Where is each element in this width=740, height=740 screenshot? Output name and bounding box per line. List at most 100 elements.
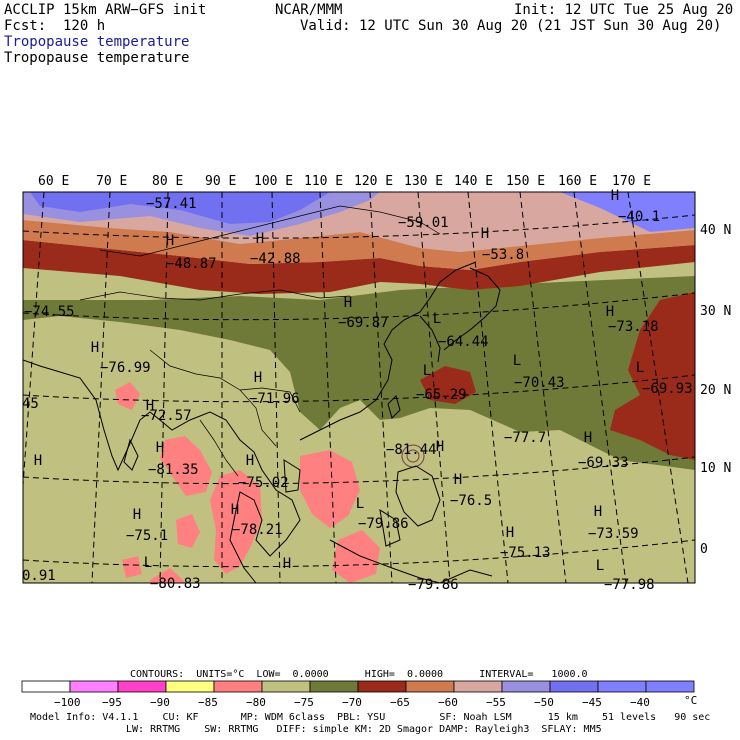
lat-label: 0 <box>700 542 708 557</box>
color-bar-swatch <box>213 680 263 693</box>
high-marker: H <box>344 295 352 311</box>
extremum-value: −64.44 <box>438 334 489 350</box>
extremum-value: −53.8 <box>482 247 524 263</box>
extremum-value: −77.98 <box>604 577 655 593</box>
low-marker: L <box>423 363 431 379</box>
extremum-value: −81.35 <box>148 462 199 478</box>
high-marker: H <box>166 233 174 249</box>
color-bar-unit: °C <box>684 694 698 707</box>
map-frame <box>22 191 696 584</box>
extremum-value: −71.96 <box>249 391 300 407</box>
high-marker: H <box>146 398 154 414</box>
high-marker: H <box>246 453 254 469</box>
lon-label: 130 E <box>404 174 443 189</box>
low-marker: L <box>596 558 604 574</box>
high-marker: H <box>156 440 164 456</box>
high-marker: H <box>254 370 262 386</box>
field-title-shaded: Tropopause temperature <box>4 34 190 50</box>
color-bar-swatch <box>405 680 455 693</box>
lon-label: 170 E <box>612 174 651 189</box>
model-title: ACCLIP 15km ARW−GFS init <box>4 2 207 18</box>
cyclone-ring <box>406 449 420 463</box>
color-bar-tick-label: −85 <box>198 696 218 709</box>
extremum-value: −48.87 <box>166 256 217 272</box>
field-band-minus70 <box>23 276 695 470</box>
field-patches-minus80 <box>115 382 380 583</box>
valid-time: Valid: 12 UTC Sun 30 Aug 20 (21 JST Sun … <box>300 18 722 34</box>
forecast-hour: Fcst: 120 h <box>4 18 106 34</box>
extremum-value: −65.29 <box>416 387 467 403</box>
low-marker: L <box>636 360 644 376</box>
color-bar-tick-label: −70 <box>342 696 362 709</box>
extremum-value: −76.5 <box>450 493 492 509</box>
high-marker: H <box>594 504 602 520</box>
color-bar-swatch <box>597 680 647 693</box>
extremum-value: −74.55 <box>24 304 75 320</box>
high-marker: H <box>256 231 264 247</box>
init-time: Init: 12 UTC Tue 25 Aug 20 <box>514 2 734 18</box>
extremum-value: −76.99 <box>100 360 151 376</box>
lon-label: 110 E <box>304 174 343 189</box>
extremum-value: −81.44 <box>386 442 437 458</box>
color-bar-swatch <box>117 680 167 693</box>
extremum-value: −40.1 <box>618 209 660 225</box>
high-marker: H <box>454 472 462 488</box>
field-patch-central-minus65 <box>420 366 476 404</box>
extremum-value: −69.87 <box>338 315 389 331</box>
lat-label: 10 N <box>700 461 731 476</box>
longitude-labels: 60 E 70 E 80 E 90 E 100 E 110 E 120 E 13… <box>38 174 651 189</box>
low-marker: L <box>433 311 441 327</box>
field-patch-east-minus65 <box>610 292 695 460</box>
field-band-minus45 <box>30 192 330 224</box>
color-bar-swatch <box>309 680 359 693</box>
extremum-value: 0.91 <box>22 568 56 584</box>
lon-label: 140 E <box>454 174 493 189</box>
field-band-minus60 <box>23 220 695 270</box>
extremum-value: −57.41 <box>146 196 197 212</box>
lat-label: 30 N <box>700 304 731 319</box>
color-bar-tick-label: −55 <box>486 696 506 709</box>
field-title-contour: Tropopause temperature <box>4 50 190 66</box>
field-band-minus65 <box>23 240 695 294</box>
extremum-value: −73.18 <box>608 319 659 335</box>
high-marker: H <box>91 340 99 356</box>
color-bar-swatch <box>645 680 695 693</box>
country-borders <box>79 205 441 477</box>
model-info-line2: LW: RRTMG SW: RRTMG DIFF: simple KM: 2D … <box>126 724 602 735</box>
lon-label: 100 E <box>254 174 293 189</box>
extremum-value: −70.43 <box>514 375 565 391</box>
extremum-value: −75.1 <box>126 528 168 544</box>
high-marker: H <box>231 502 239 518</box>
color-bar-swatch <box>549 680 599 693</box>
color-bar-tick-label: −90 <box>150 696 170 709</box>
high-marker: H <box>611 188 619 204</box>
high-marker: H <box>436 439 444 455</box>
lon-label: 60 E <box>38 174 69 189</box>
color-bar-tick-label: −65 <box>390 696 410 709</box>
lon-label: 120 E <box>354 174 393 189</box>
extremum-value: −72.57 <box>141 408 192 424</box>
lat-label: 20 N <box>700 383 731 398</box>
extremum-value: −59.01 <box>398 215 449 231</box>
high-marker: H <box>34 453 42 469</box>
lon-label: 90 E <box>205 174 236 189</box>
high-marker: H <box>481 226 489 242</box>
extremum-value: −80.83 <box>150 576 201 592</box>
color-bar-tick-label: −45 <box>582 696 602 709</box>
high-marker: H <box>584 430 592 446</box>
extremum-value: −75.02 <box>238 475 289 491</box>
color-bar-tick-label: −60 <box>438 696 458 709</box>
contour-info: CONTOURS: UNITS=°C LOW= 0.0000 HIGH= 0.0… <box>130 669 588 680</box>
extremum-value: 45 <box>22 396 39 412</box>
color-bar-swatch <box>357 680 407 693</box>
extremum-value: −69.93 <box>642 381 693 397</box>
color-bar-tick-label: −95 <box>102 696 122 709</box>
color-bar-swatch <box>453 680 503 693</box>
extremum-value: −77.7 <box>504 430 546 446</box>
high-marker: H <box>506 525 514 541</box>
lat-label: 40 N <box>700 223 731 238</box>
latitude-labels: 40 N 30 N 20 N 10 N 0 <box>700 223 731 557</box>
high-marker: H <box>283 556 291 572</box>
color-bar-tick-label: −75 <box>294 696 314 709</box>
